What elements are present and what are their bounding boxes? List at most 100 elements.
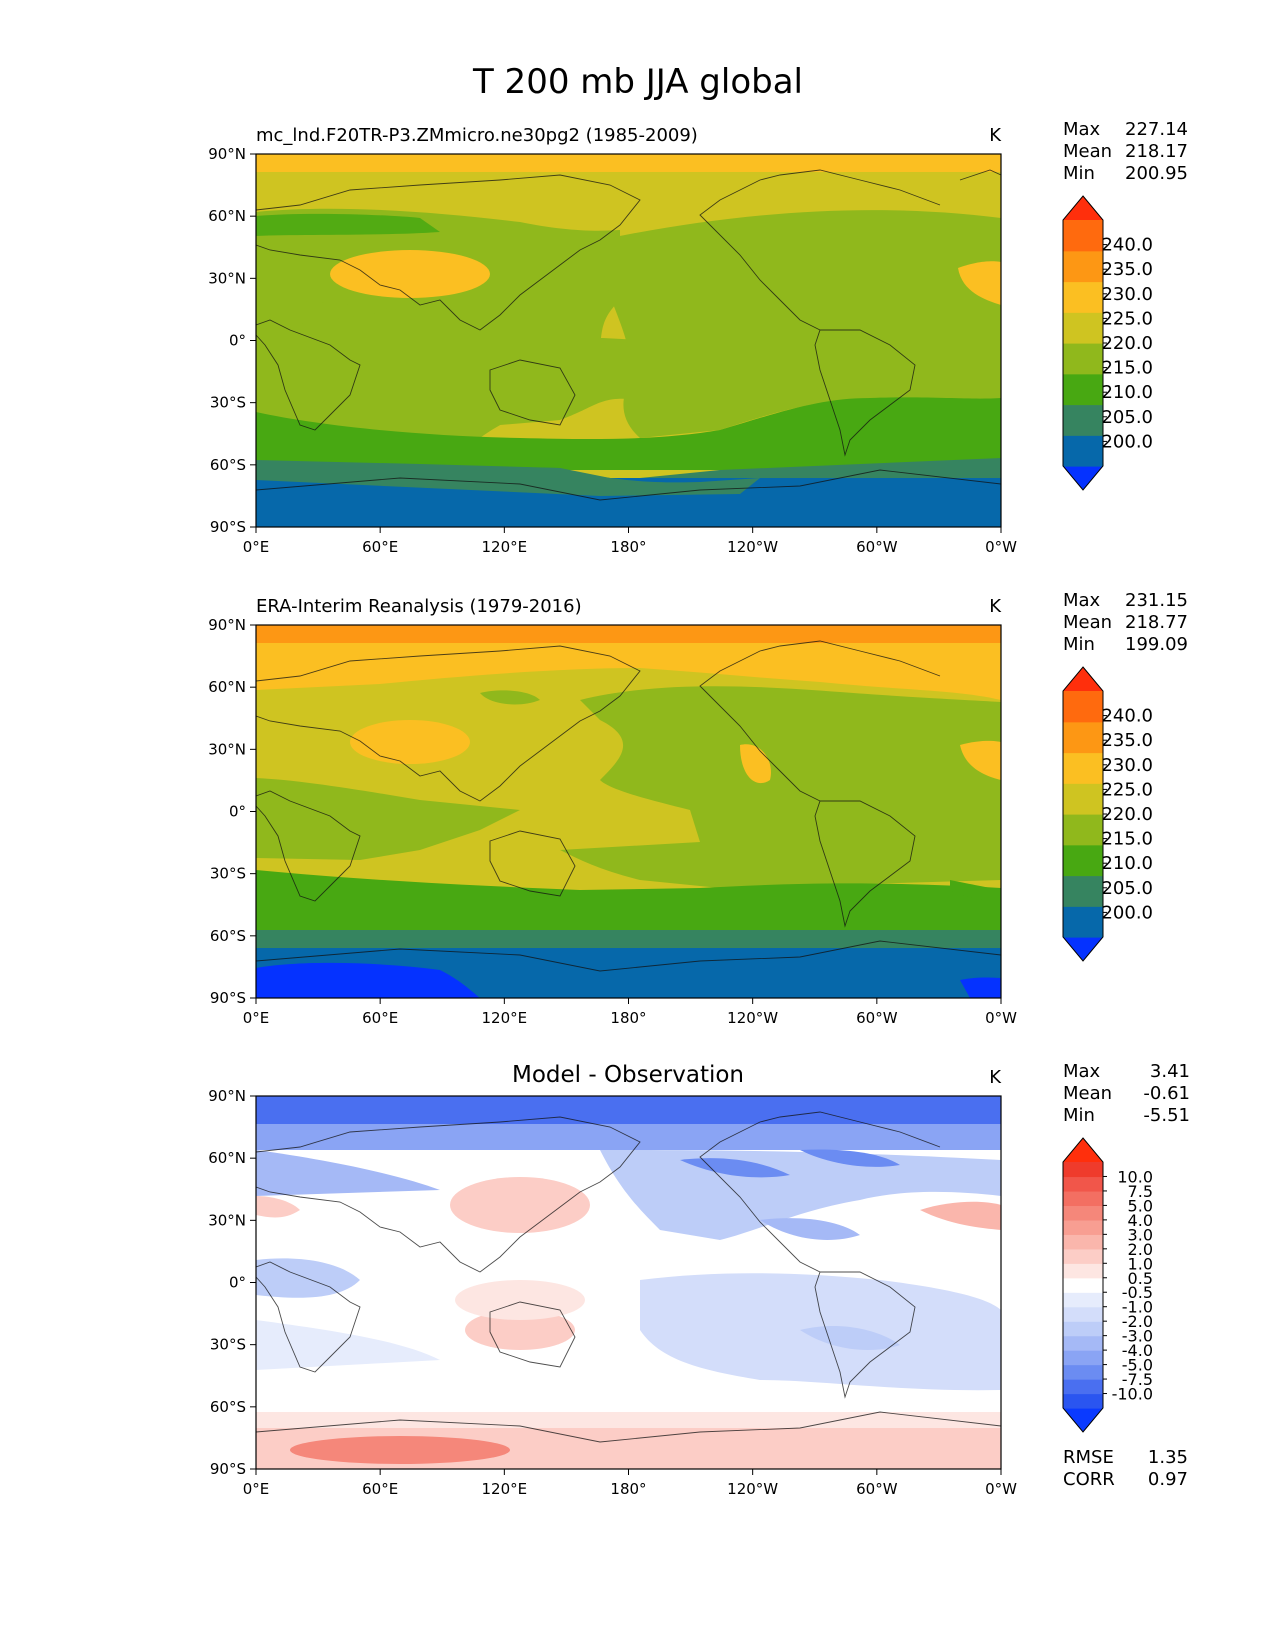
colorbar-segment xyxy=(1063,1350,1103,1366)
colorbar-label: 230.0 xyxy=(1101,755,1153,776)
panel-model-map xyxy=(256,154,1001,527)
colorbar-outline xyxy=(1062,1137,1104,1433)
panel-diff-rmse-value: 1.35 xyxy=(1148,1447,1188,1468)
colorbar-label: 225.0 xyxy=(1101,308,1153,329)
panel-obs-stat-value-mean: 218.77 xyxy=(1125,612,1188,633)
colorbar-extend-max xyxy=(1063,196,1103,220)
colorbar-label: -10.0 xyxy=(1112,1385,1153,1404)
panel-diff-stat-label-mean: Mean xyxy=(1063,1083,1112,1104)
colorbar-segment xyxy=(1063,783,1103,815)
colorbar-segment xyxy=(1063,1364,1103,1380)
x-tick-label: 120°E xyxy=(482,538,528,556)
y-tick-label: 30°S xyxy=(210,394,246,412)
panel-model: mc_lnd.F20TR-P3.ZMmicro.ne30pg2 (1985-20… xyxy=(208,119,1188,556)
panel-obs-colorbar: 200.0 205.0 210.0 215.0 220.0 225.0 230.0 235.0… xyxy=(1062,666,1153,962)
panel-model-title: mc_lnd.F20TR-P3.ZMmicro.ne30pg2 (1985-20… xyxy=(256,125,698,146)
panel-diff-units: K xyxy=(989,1067,1002,1088)
colorbar-extend-max xyxy=(1063,667,1103,691)
x-tick-label: 0°W xyxy=(985,538,1017,556)
colorbar-segment xyxy=(1063,312,1103,344)
panel-diff-title: Model - Observation xyxy=(512,1062,744,1088)
colorbar-label: 10.0 xyxy=(1117,1167,1153,1186)
colorbar-label: 1.0 xyxy=(1128,1254,1153,1273)
panel-diff-stat-value-max: 3.41 xyxy=(1150,1061,1190,1082)
colorbar-label: 225.0 xyxy=(1101,779,1153,800)
y-tick-label: 0° xyxy=(229,332,246,350)
x-tick-label: 0°W xyxy=(985,1480,1017,1498)
x-tick-label: 180° xyxy=(610,1009,646,1027)
panel-diff-map xyxy=(256,1096,1001,1469)
panel-obs-stat-label-min: Min xyxy=(1063,634,1095,655)
colorbar-segment xyxy=(1063,1190,1103,1207)
colorbar-segment xyxy=(1063,1219,1103,1235)
x-tick-label: 120°W xyxy=(727,538,778,556)
y-tick-label: 90°N xyxy=(208,145,246,163)
colorbar-extend-min xyxy=(1063,466,1103,490)
panel-model-colorbar: 200.0 205.0 210.0 215.0 220.0 225.0 230.0 235.0… xyxy=(1062,195,1153,491)
colorbar-label: -1.0 xyxy=(1122,1298,1153,1317)
colorbar-label: 7.5 xyxy=(1128,1182,1153,1201)
colorbar-label: 3.0 xyxy=(1128,1225,1153,1244)
colorbar-label: 0.5 xyxy=(1128,1269,1153,1288)
colorbar-segment xyxy=(1063,1176,1103,1192)
colorbar-label: 215.0 xyxy=(1101,829,1153,850)
panel-diff-corr-label: CORR xyxy=(1063,1469,1115,1490)
panel-model-stat-value-mean: 218.17 xyxy=(1125,141,1188,162)
y-tick-label: 90°N xyxy=(208,616,246,634)
colorbar-segment xyxy=(1063,220,1103,252)
colorbar-segment xyxy=(1063,1277,1103,1293)
colorbar-label: -5.0 xyxy=(1122,1356,1153,1375)
x-tick-label: 120°E xyxy=(482,1480,528,1498)
panel-diff-stat-label-max: Max xyxy=(1063,1061,1101,1082)
colorbar-extend-max xyxy=(1063,1138,1103,1162)
colorbar-label: 205.0 xyxy=(1101,407,1153,428)
colorbar-label: 220.0 xyxy=(1101,333,1153,354)
colorbar-extend-min xyxy=(1063,937,1103,961)
colorbar-segment xyxy=(1063,1379,1103,1395)
panel-diff-corr-value: 0.97 xyxy=(1148,1469,1188,1490)
colorbar-label: 2.0 xyxy=(1128,1240,1153,1259)
panel-model-stat-label-min: Min xyxy=(1063,163,1095,184)
colorbar-segment xyxy=(1063,1263,1103,1279)
y-tick-label: 0° xyxy=(229,1274,246,1292)
colorbar-segment xyxy=(1063,1205,1103,1221)
colorbar-label: -4.0 xyxy=(1122,1341,1153,1360)
y-tick-label: 30°N xyxy=(208,1211,246,1229)
colorbar-label: 230.0 xyxy=(1101,284,1153,305)
x-tick-label: 120°W xyxy=(727,1480,778,1498)
panel-diff-stat-label-min: Min xyxy=(1063,1105,1095,1126)
colorbar-segment xyxy=(1063,281,1103,313)
colorbar-outline xyxy=(1062,666,1104,962)
colorbar-label: 240.0 xyxy=(1101,235,1153,256)
x-tick-label: 120°E xyxy=(482,1009,528,1027)
y-tick-label: 30°S xyxy=(210,1336,246,1354)
colorbar-segment xyxy=(1063,1234,1103,1250)
panel-obs-stat-label-mean: Mean xyxy=(1063,612,1112,633)
y-tick-label: 90°S xyxy=(210,518,246,536)
colorbar-label: 4.0 xyxy=(1128,1211,1153,1230)
panel-model-stat-label-mean: Mean xyxy=(1063,141,1112,162)
colorbar-segment xyxy=(1063,250,1103,283)
colorbar-label: -7.5 xyxy=(1122,1370,1153,1389)
colorbar-label: -0.5 xyxy=(1122,1283,1153,1302)
panel-model-stat-value-max: 227.14 xyxy=(1125,119,1188,140)
colorbar-segment xyxy=(1063,691,1103,723)
x-tick-label: 0°E xyxy=(243,1009,270,1027)
y-tick-label: 90°S xyxy=(210,1460,246,1478)
colorbar-label: 210.0 xyxy=(1101,382,1153,403)
colorbar-segment xyxy=(1063,1162,1103,1178)
colorbar-segment xyxy=(1063,721,1103,754)
panel-model-stat-value-min: 200.95 xyxy=(1125,163,1188,184)
x-tick-label: 60°W xyxy=(856,1480,898,1498)
x-tick-label: 120°W xyxy=(727,1009,778,1027)
colorbar-label: 210.0 xyxy=(1101,853,1153,874)
colorbar-segment xyxy=(1063,1335,1103,1351)
colorbar-outline xyxy=(1062,195,1104,491)
colorbar-label: -3.0 xyxy=(1122,1327,1153,1346)
panel-obs-title: ERA-Interim Reanalysis (1979-2016) xyxy=(256,596,582,617)
panel-diff-stat-value-mean: -0.61 xyxy=(1143,1083,1190,1104)
panel-diff-colorbar: -10.0-7.5-5.0-4.0-3.0-2.0-1.0-0.50.51.02… xyxy=(1062,1137,1153,1433)
x-tick-label: 0°W xyxy=(985,1009,1017,1027)
colorbar-segment xyxy=(1063,343,1103,375)
